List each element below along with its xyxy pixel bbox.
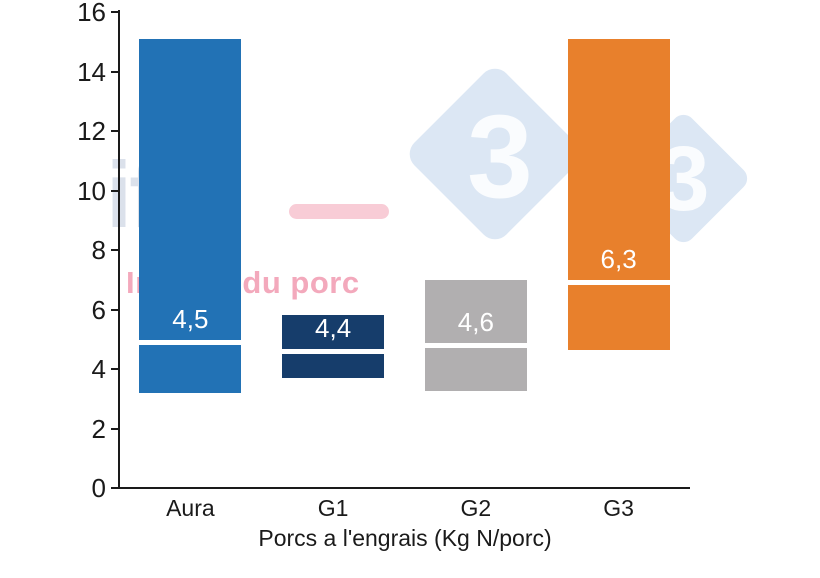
y-axis-line bbox=[118, 10, 120, 489]
y-tick-label: 0 bbox=[91, 473, 106, 503]
y-tick-mark bbox=[111, 70, 119, 73]
bar-value-label: 6,3 bbox=[600, 244, 637, 275]
y-tick-label: 6 bbox=[91, 294, 106, 325]
y-tick-label: 2 bbox=[91, 413, 106, 444]
x-tick-label-g1: G1 bbox=[317, 495, 349, 521]
pig333-digit: 3 bbox=[467, 91, 533, 223]
bar-value-label: 4,4 bbox=[315, 312, 352, 343]
ifip-logo-dash bbox=[289, 204, 389, 219]
y-tick-mark bbox=[111, 249, 119, 251]
y-tick-mark bbox=[111, 11, 119, 13]
y-tick-label: 4 bbox=[91, 354, 106, 384]
bar-g2 bbox=[424, 279, 527, 392]
bar-value-label: 4,5 bbox=[172, 303, 209, 334]
bar-g3 bbox=[567, 38, 670, 350]
y-tick-mark bbox=[111, 130, 119, 132]
bar-marker-line bbox=[567, 280, 670, 286]
bar-marker-line bbox=[139, 339, 242, 345]
x-axis-line bbox=[117, 487, 690, 489]
bar-aura bbox=[139, 38, 242, 393]
pig333-diamond-icon bbox=[403, 62, 587, 246]
y-tick-label: 12 bbox=[77, 116, 106, 146]
y-tick-mark bbox=[111, 308, 119, 311]
y-tick-label: 16 bbox=[77, 0, 106, 27]
x-tick-label-aura: Aura bbox=[166, 495, 215, 521]
bar-g1 bbox=[282, 315, 385, 378]
y-tick-mark bbox=[111, 487, 119, 489]
bar-marker-line bbox=[282, 348, 385, 354]
y-tick-label: 14 bbox=[77, 56, 106, 87]
y-tick-label: 10 bbox=[77, 175, 106, 206]
y-tick-mark bbox=[111, 427, 119, 430]
x-axis-title: Porcs a l'engrais (Kg N/porc) bbox=[258, 525, 552, 551]
bar-value-label: 4,6 bbox=[457, 306, 494, 337]
y-tick-label: 8 bbox=[91, 235, 106, 265]
y-tick-mark bbox=[111, 189, 119, 192]
x-tick-label-g2: G2 bbox=[460, 495, 492, 521]
bar-marker-line bbox=[424, 342, 527, 348]
y-tick-mark bbox=[111, 368, 119, 370]
x-tick-label-g3: G3 bbox=[603, 495, 634, 521]
